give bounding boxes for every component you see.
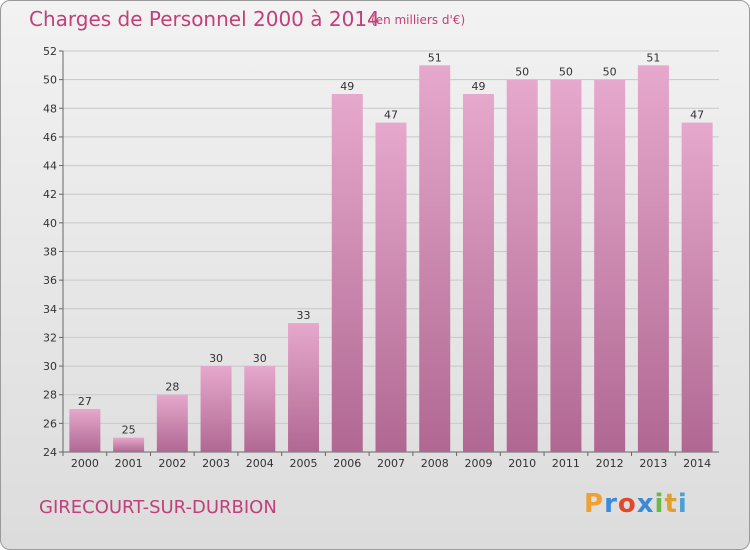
bar: [419, 65, 451, 453]
bar-value-label: 49: [471, 80, 485, 93]
x-tick-label: 2000: [71, 457, 99, 470]
proxiti-logo: Proxiti: [584, 489, 688, 519]
y-tick-label: 44: [43, 160, 57, 173]
bar-value-label: 51: [646, 51, 660, 64]
bar-value-label: 30: [253, 352, 267, 365]
x-tick-label: 2009: [464, 457, 492, 470]
bar-value-label: 47: [690, 109, 704, 122]
bar: [200, 366, 232, 452]
bar: [244, 366, 276, 452]
bar-value-label: 50: [559, 66, 573, 79]
logo-letter: i: [654, 489, 665, 519]
bar: [288, 323, 320, 452]
y-tick-label: 28: [43, 389, 57, 402]
x-tick-label: 2001: [115, 457, 143, 470]
x-tick-label: 2005: [290, 457, 318, 470]
bar-value-label: 50: [515, 66, 529, 79]
y-tick-label: 26: [43, 417, 57, 430]
bar-value-label: 33: [297, 309, 311, 322]
logo-letter: r: [604, 489, 618, 519]
y-tick-label: 24: [43, 446, 57, 459]
logo-letter: o: [617, 489, 637, 519]
bar-value-label: 49: [340, 80, 354, 93]
y-tick-label: 30: [43, 360, 57, 373]
bar-value-label: 51: [428, 51, 442, 64]
commune-name: GIRECOURT-SUR-DURBION: [39, 497, 277, 518]
y-tick-label: 32: [43, 331, 57, 344]
chart-subtitle: (en milliers d'€): [371, 13, 466, 27]
y-tick-label: 40: [43, 217, 57, 230]
x-tick-label: 2014: [683, 457, 711, 470]
x-tick-label: 2010: [508, 457, 536, 470]
x-tick-label: 2003: [202, 457, 230, 470]
bar: [681, 122, 713, 452]
x-tick-label: 2008: [421, 457, 449, 470]
x-tick-label: 2011: [552, 457, 580, 470]
y-tick-label: 42: [43, 188, 57, 201]
logo-letter: P: [584, 489, 605, 519]
bar: [550, 79, 582, 453]
bar: [462, 93, 494, 452]
bar-value-label: 25: [122, 424, 136, 437]
logo-letter: i: [677, 489, 688, 519]
y-tick-label: 36: [43, 274, 57, 287]
value-labels: 27 25 28 30 30 33 49 47 51 49 50 50 50 51 47: [78, 51, 704, 436]
logo-letter: x: [636, 489, 655, 519]
bar: [113, 437, 145, 452]
bar-value-label: 27: [78, 395, 92, 408]
x-tick-label: 2007: [377, 457, 405, 470]
y-tick-label: 52: [43, 45, 57, 58]
x-tick-label: 2004: [246, 457, 274, 470]
y-tick-label: 34: [43, 303, 57, 316]
x-tick-labels: 2000 2001 2002 2003 2004 2005 2006 2007 2008 2009…: [62, 452, 711, 470]
bar: [69, 409, 101, 452]
x-tick-label: 2002: [158, 457, 186, 470]
bar: [331, 93, 363, 452]
bar: [156, 394, 188, 452]
logo-letter: t: [664, 489, 678, 519]
bar-value-label: 47: [384, 109, 398, 122]
y-tick-label: 46: [43, 131, 57, 144]
y-tick-labels: 24 26 28 30 32 34 36 38 40 42 44 46 48 50 52: [43, 45, 63, 459]
bar-value-label: 28: [165, 381, 179, 394]
x-tick-label: 2012: [596, 457, 624, 470]
y-tick-label: 38: [43, 246, 57, 259]
bars: [69, 65, 713, 453]
y-tick-label: 50: [43, 74, 57, 87]
bar: [506, 79, 538, 453]
x-tick-label: 2006: [333, 457, 361, 470]
bar-value-label: 30: [209, 352, 223, 365]
bar: [375, 122, 407, 452]
bar-value-label: 50: [603, 66, 617, 79]
x-tick-label: 2013: [639, 457, 667, 470]
chart-title: Charges de Personnel 2000 à 2014: [29, 7, 380, 31]
bar: [637, 65, 669, 453]
bar: [594, 79, 626, 453]
y-tick-label: 48: [43, 102, 57, 115]
